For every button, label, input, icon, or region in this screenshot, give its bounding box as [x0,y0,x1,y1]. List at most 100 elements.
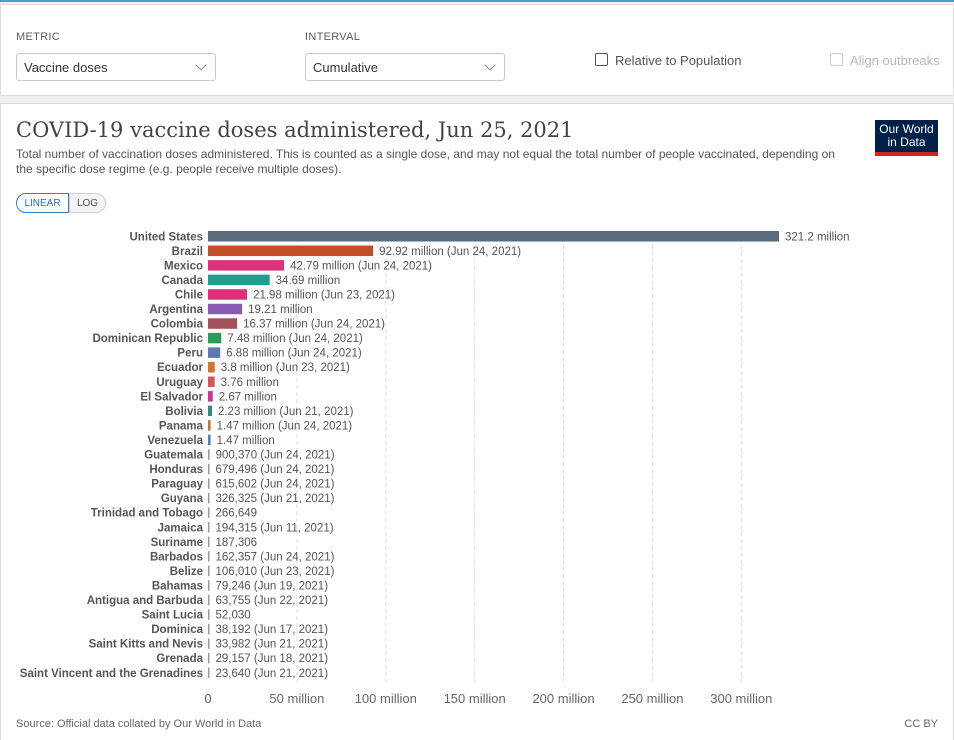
value-label: 2.67 million [219,391,277,403]
country-label: Venezuela [147,435,203,447]
bar [208,594,210,606]
linear-scale-button[interactable]: LINEAR [16,193,69,213]
align-outbreaks-checkbox[interactable] [830,53,843,66]
bar [208,638,210,649]
bar [208,231,779,242]
align-outbreaks-label[interactable]: Align outbreaks [850,53,940,68]
country-label: Brazil [172,246,203,258]
x-tick-label: 150 million [444,691,506,706]
metric-select[interactable]: Vaccine doses [16,53,216,81]
value-label: 615,602 (Jun 24, 2021) [216,479,335,491]
country-label: Suriname [151,537,203,549]
country-label: Mexico [164,260,203,272]
value-label: 29,157 (Jun 18, 2021) [216,653,329,665]
value-label: 2.23 million (Jun 21, 2021) [218,406,354,418]
controls-bar: METRIC Vaccine doses INTERVAL Cumulative… [0,4,954,96]
value-label: 23,640 (Jun 21, 2021) [216,668,329,680]
relative-to-population-label[interactable]: Relative to Population [615,53,742,68]
x-tick-label: 0 [204,691,211,706]
bar [208,536,210,548]
bar [208,245,374,257]
value-label: 21.98 million (Jun 23, 2021) [253,289,395,301]
value-label: 16.37 million (Jun 24, 2021) [243,319,385,331]
country-label: Dominica [151,624,203,636]
bar [208,652,210,664]
value-label: 326,325 (Jun 21, 2021) [216,493,335,505]
chevron-down-icon [195,59,207,71]
chevron-down-icon [484,59,496,71]
bar [208,274,270,286]
bar [208,551,210,562]
value-label: 162,357 (Jun 24, 2021) [216,551,335,563]
value-label: 3.8 million (Jun 23, 2021) [221,362,350,374]
value-label: 194,315 (Jun 11, 2021) [216,522,334,534]
country-label: United States [130,231,204,243]
value-label: 92.92 million (Jun 24, 2021) [379,246,521,258]
value-label: 63,755 (Jun 22, 2021) [216,595,329,607]
bar [208,492,210,504]
country-label: Chile [175,289,203,301]
chart-title: COVID-19 vaccine doses administered, Jun… [16,118,574,142]
value-label: 321.2 million [785,231,850,243]
logo-red-bar [875,152,938,156]
value-label: 79,246 (Jun 19, 2021) [216,580,329,592]
value-label: 106,010 (Jun 23, 2021) [216,566,335,578]
interval-value: Cumulative [313,60,379,75]
bar [208,361,215,373]
bar [208,391,213,402]
interval-label: INTERVAL [305,31,361,43]
country-label: Saint Vincent and the Grenadines [20,668,203,680]
country-label: Saint Kitts and Nevis [89,639,203,651]
country-label: Peru [177,348,203,360]
value-label: 38,192 (Jun 17, 2021) [216,624,329,636]
country-label: Argentina [149,304,203,316]
bar [208,623,210,635]
logo-line-1: Our World [879,122,934,136]
value-label: 6.88 million (Jun 24, 2021) [226,348,362,360]
bar [208,289,248,300]
value-label: 1.47 million (Jun 24, 2021) [217,420,353,432]
bar [208,463,210,475]
country-label: Ecuador [157,362,204,374]
bar [208,347,221,358]
country-label: Grenada [156,653,203,665]
interval-select[interactable]: Cumulative [305,53,505,81]
value-label: 34.69 million [276,275,341,287]
bar [208,609,210,620]
country-label: Antigua and Barbuda [87,595,204,607]
bar [208,449,210,460]
chart-panel [0,103,954,740]
value-label: 187,306 [216,537,258,549]
value-label: 1.47 million [217,435,275,447]
bar [208,318,238,329]
country-label: Trinidad and Tobago [91,508,203,520]
country-label: Honduras [149,464,203,476]
license-link[interactable]: CC BY [904,718,938,730]
value-label: 52,030 [216,610,251,622]
value-label: 7.48 million (Jun 24, 2021) [227,333,363,345]
chart-subtitle: Total number of vaccination doses admini… [16,147,835,176]
logo-line-2: in Data [887,135,926,149]
bar [208,434,211,446]
top-accent-rule [0,0,954,2]
log-scale-button[interactable]: LOG [69,193,106,213]
bar-chart: 0 50 million 100 million 150 million 200 mil… [20,231,850,706]
value-label: 19.21 million [248,304,313,316]
bar [208,420,211,431]
value-label: 42.79 million (Jun 24, 2021) [290,260,432,272]
country-label: Belize [170,566,203,578]
relative-to-population-checkbox[interactable] [595,53,608,66]
bar [208,405,212,417]
country-label: Dominican Republic [92,333,203,345]
x-tick-label: 100 million [355,691,417,706]
value-label: 266,649 [216,508,258,520]
owid-logo[interactable]: Our World in Data [875,120,938,156]
value-label: 33,982 (Jun 21, 2021) [216,639,329,651]
bar [208,303,243,315]
bar [208,507,210,518]
bar [208,332,222,344]
value-label: 900,370 (Jun 24, 2021) [216,450,335,462]
x-tick-label: 250 million [621,691,683,706]
x-tick-label: 50 million [269,691,324,706]
country-label: Barbados [150,551,203,563]
